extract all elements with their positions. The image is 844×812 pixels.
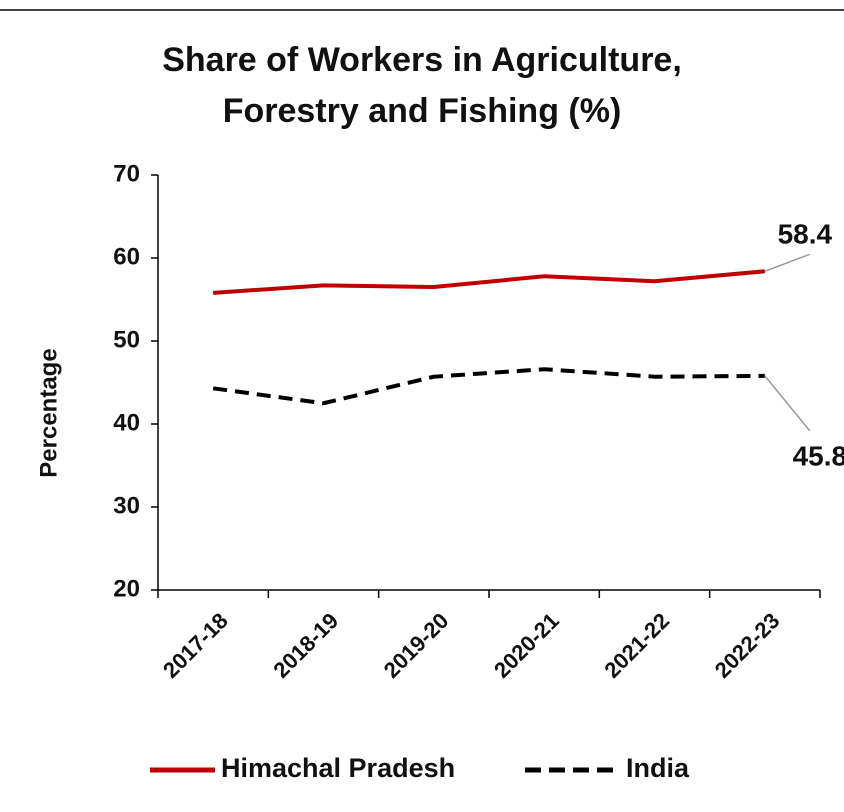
x-tick-label: 2019-20	[379, 608, 454, 683]
x-tick-label: 2022-23	[710, 608, 785, 683]
y-tick-label: 60	[113, 243, 140, 270]
y-tick-label: 40	[113, 409, 140, 436]
y-tick-label: 70	[113, 160, 140, 187]
chart-title: Share of Workers in Agriculture,	[162, 41, 682, 79]
legend-label: Himachal Pradesh	[221, 753, 455, 783]
y-tick-label: 50	[113, 326, 140, 353]
data-label: 45.8	[793, 440, 844, 471]
x-tick-label: 2017-18	[158, 608, 233, 683]
x-tick-label: 2020-21	[489, 608, 564, 683]
data-label: 58.4	[778, 219, 833, 250]
series-line	[213, 269, 766, 295]
leader-line	[764, 253, 811, 272]
y-axis-label: Percentage	[35, 348, 62, 477]
y-tick-label: 30	[113, 492, 140, 519]
chart-title: Forestry and Fishing (%)	[223, 92, 622, 130]
legend-label: India	[626, 753, 690, 783]
y-tick-label: 20	[113, 575, 140, 602]
leader-line	[764, 375, 811, 432]
x-tick-label: 2018-19	[268, 608, 343, 683]
x-tick-label: 2021-22	[599, 608, 674, 683]
series-line	[212, 367, 765, 406]
